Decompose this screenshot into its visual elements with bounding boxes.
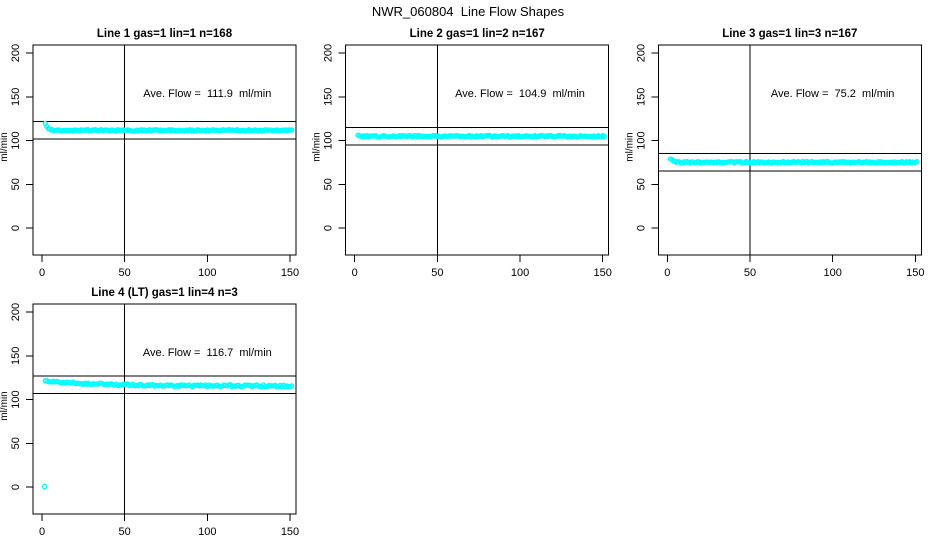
y-tick-label: 0 — [323, 225, 335, 231]
x-tick-label: 0 — [352, 267, 358, 279]
x-tick-label: 100 — [198, 267, 216, 279]
y-tick-label: 50 — [635, 178, 647, 190]
y-axis-label: ml/min — [0, 132, 10, 161]
x-tick-label: 100 — [198, 526, 216, 538]
x-tick-label: 0 — [39, 267, 45, 279]
avg-flow-annotation: Ave. Flow = 75.2 ml/min — [771, 88, 895, 100]
panel-line-4: Line 4 (LT) gas=1 lin=4 n=3 0 50 100 150 0 50 1… — [0, 287, 299, 538]
y-tick-label: 150 — [323, 88, 335, 106]
panel-title: Line 2 gas=1 lin=2 n=167 — [410, 28, 545, 40]
x-axis: 0 50 100 150 — [39, 255, 299, 279]
y-axis: 0 50 100 150 200 — [10, 44, 33, 231]
data-points — [41, 377, 295, 490]
panel-title: Line 4 (LT) gas=1 lin=4 n=3 — [91, 287, 237, 299]
x-axis: 0 50 100 150 — [39, 514, 299, 538]
x-tick-label: 50 — [119, 267, 131, 279]
y-axis: 0 50 100 150 200 — [323, 44, 346, 231]
plot-box — [32, 44, 297, 256]
data-points — [667, 156, 920, 166]
x-tick-label: 0 — [39, 526, 45, 538]
x-tick-label: 50 — [744, 267, 756, 279]
plot-box — [32, 303, 297, 515]
panel-line-1: Line 1 gas=1 lin=1 n=168 0 50 100 150 0 50 100 1… — [0, 28, 299, 279]
y-tick-label: 200 — [323, 44, 335, 62]
y-tick-label: 100 — [635, 131, 647, 149]
y-tick-label: 50 — [323, 178, 335, 190]
y-axis-label: ml/min — [312, 132, 323, 161]
y-tick-label: 0 — [10, 484, 22, 490]
y-tick-label: 50 — [10, 178, 22, 190]
y-tick-label: 0 — [10, 225, 22, 231]
x-tick-label: 50 — [119, 526, 131, 538]
y-tick-label: 100 — [10, 390, 22, 408]
y-tick-label: 200 — [10, 44, 22, 62]
x-tick-label: 150 — [594, 267, 612, 279]
y-tick-label: 0 — [635, 225, 647, 231]
x-tick-label: 100 — [511, 267, 529, 279]
data-points — [42, 120, 295, 134]
panel-title: Line 3 gas=1 lin=3 n=167 — [722, 28, 857, 40]
y-tick-label: 150 — [635, 88, 647, 106]
panel-title: Line 1 gas=1 lin=1 n=168 — [97, 28, 233, 40]
avg-flow-annotation: Ave. Flow = 116.7 ml/min — [143, 347, 272, 359]
y-tick-label: 200 — [635, 44, 647, 62]
avg-flow-annotation: Ave. Flow = 104.9 ml/min — [455, 88, 585, 100]
y-axis-label: ml/min — [0, 391, 10, 420]
x-tick-label: 0 — [664, 267, 670, 279]
x-tick-label: 50 — [431, 267, 443, 279]
figure-title: NWR_060804 Line Flow Shapes — [372, 4, 565, 19]
y-tick-label: 150 — [10, 347, 22, 365]
y-tick-label: 50 — [10, 437, 22, 449]
data-points — [355, 132, 608, 140]
x-tick-label: 150 — [281, 526, 299, 538]
avg-flow-annotation: Ave. Flow = 111.9 ml/min — [143, 88, 271, 100]
y-axis: 0 50 100 150 200 — [635, 44, 659, 231]
x-tick-label: 150 — [281, 267, 299, 279]
x-axis: 0 50 100 150 — [664, 255, 924, 279]
x-axis: 0 50 100 150 — [352, 255, 612, 279]
y-tick-label: 100 — [10, 131, 22, 149]
x-tick-label: 100 — [823, 267, 841, 279]
y-tick-label: 100 — [323, 131, 335, 149]
plot-box — [657, 44, 922, 256]
x-tick-label: 150 — [906, 267, 924, 279]
panel-line-3: Line 3 gas=1 lin=3 n=167 0 50 100 150 0 50 100 1… — [624, 28, 924, 279]
y-tick-label: 200 — [10, 303, 22, 321]
y-tick-label: 150 — [10, 88, 22, 106]
plot-box — [345, 44, 610, 256]
y-axis: 0 50 100 150 200 — [10, 303, 33, 490]
y-axis-label: ml/min — [624, 132, 635, 161]
panel-line-2: Line 2 gas=1 lin=2 n=167 0 50 100 150 0 50 100 1… — [312, 28, 612, 279]
